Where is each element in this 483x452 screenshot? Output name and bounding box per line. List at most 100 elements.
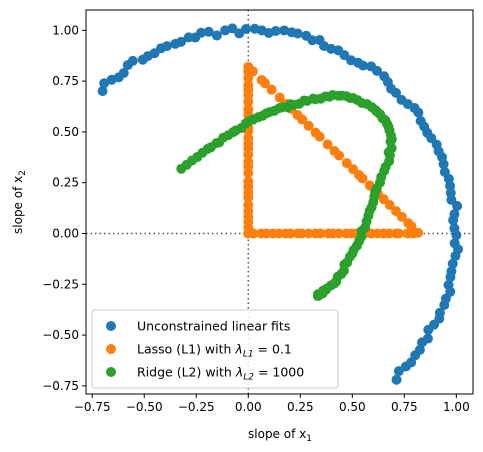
legend-box (91, 309, 339, 389)
series-2 (243, 61, 424, 239)
unconstrained-point (434, 307, 445, 318)
unconstrained-point (183, 32, 194, 43)
x-tick-label: 0.75 (391, 400, 418, 414)
unconstrained-point (211, 30, 222, 41)
unconstrained-point (170, 38, 181, 49)
y-tick-label: 0.75 (52, 74, 79, 88)
lasso-point (243, 72, 254, 83)
y-axis: −0.75 −0.50 −0.25 0.00 0.25 0.50 0.75 1.00 (42, 23, 86, 393)
unconstrained-point (415, 115, 426, 126)
x-tick-label: −0.75 (74, 400, 111, 414)
unconstrained-point (301, 30, 312, 41)
legend-marker-ridge (106, 367, 116, 377)
unconstrained-point (249, 23, 260, 34)
x-tick-label: 0.25 (287, 400, 314, 414)
lasso-point (243, 192, 254, 203)
lasso-point (333, 228, 344, 239)
unconstrained-point (137, 54, 148, 65)
unconstrained-point (203, 26, 214, 37)
lasso-point (296, 228, 307, 239)
legend-label-unconstrained: Unconstrained linear fits (137, 319, 290, 334)
lasso-point (303, 228, 314, 239)
legend-ridge-rest: = 1000 (254, 365, 304, 380)
lasso-point (329, 146, 340, 157)
unconstrained-point (449, 209, 460, 220)
unconstrained-point (314, 35, 325, 46)
unconstrained-point (439, 167, 450, 178)
legend-lasso-var: λ (234, 342, 242, 357)
unconstrained-point (122, 60, 133, 71)
unconstrained-point (447, 258, 458, 269)
x-tick-label: 0.00 (235, 400, 262, 414)
lasso-point (243, 96, 254, 107)
x-axis-label-sub: 1 (306, 434, 312, 444)
lasso-point (285, 228, 296, 239)
unconstrained-point (446, 266, 457, 277)
unconstrained-point (422, 333, 433, 344)
unconstrained-point (99, 78, 110, 89)
y-tick-label: 0.25 (52, 176, 79, 190)
legend-ridge-var: λ (235, 365, 243, 380)
y-tick-label: 0.00 (52, 226, 79, 240)
x-axis-label-text: slope of x (248, 427, 306, 441)
lasso-point (292, 109, 303, 120)
x-tick-label: −0.50 (126, 400, 163, 414)
legend: Unconstrained linear fits Lasso (L1) wit… (91, 309, 339, 389)
lasso-point (303, 120, 314, 131)
x-axis-label: slope of x1 (248, 427, 312, 444)
lasso-point (243, 149, 254, 160)
lasso-point (266, 84, 277, 95)
unconstrained-point (443, 279, 454, 290)
y-tick-label: −0.75 (42, 379, 79, 393)
legend-ridge-sub: L2 (243, 373, 254, 383)
x-axis: −0.75 −0.50 −0.25 0.00 0.25 0.50 0.75 1.00 (74, 394, 470, 414)
lasso-point (243, 168, 254, 179)
unconstrained-point (449, 223, 460, 234)
lasso-point (348, 164, 359, 175)
unconstrained-point (414, 344, 425, 355)
legend-ridge-text: Ridge (L2) with (137, 365, 236, 380)
series-1 (97, 23, 464, 385)
lasso-point (384, 228, 395, 239)
x-tick-label: −0.25 (178, 400, 215, 414)
legend-marker-unconstrained (106, 321, 116, 331)
lasso-point (390, 206, 401, 217)
unconstrained-point (396, 94, 407, 105)
unconstrained-point (379, 71, 390, 82)
lasso-point (403, 218, 414, 229)
series-3 (176, 89, 397, 302)
lasso-point (273, 228, 284, 239)
legend-lasso-text: Lasso (L1) with (137, 342, 235, 357)
lasso-point (315, 228, 326, 239)
unconstrained-point (220, 25, 231, 36)
lasso-point (394, 228, 404, 239)
unconstrained-point (286, 27, 297, 38)
y-tick-label: 0.50 (52, 125, 79, 139)
unconstrained-point (234, 28, 245, 39)
unconstrained-point (449, 238, 460, 249)
unconstrained-point (391, 374, 402, 385)
lasso-point (310, 127, 321, 138)
legend-label-ridge: Ridge (L2) with λL2 = 1000 (137, 365, 304, 383)
y-tick-label: −0.50 (42, 328, 79, 342)
legend-lasso-rest: = 0.1 (254, 342, 292, 357)
unconstrained-point (366, 61, 377, 72)
lasso-point (341, 158, 352, 169)
unconstrained-point (97, 86, 108, 97)
x-tick-label: 0.50 (339, 400, 366, 414)
plot-frame (85, 9, 474, 395)
ridge-point (312, 291, 323, 302)
lasso-point (274, 92, 285, 103)
lasso-point (322, 139, 333, 150)
lasso-point (243, 222, 254, 233)
legend-lasso-sub: L1 (243, 350, 254, 360)
y-axis-label-sub: 2 (18, 170, 28, 176)
y-tick-label: 1.00 (52, 23, 79, 37)
lasso-point (413, 227, 424, 238)
x-tick-label: 1.00 (443, 400, 470, 414)
legend-label-lasso: Lasso (L1) with λL1 = 0.1 (137, 342, 292, 360)
y-axis-label: slope of x2 (11, 170, 28, 234)
y-axis-label-text: slope of x (11, 176, 25, 234)
unconstrained-point (279, 25, 290, 36)
